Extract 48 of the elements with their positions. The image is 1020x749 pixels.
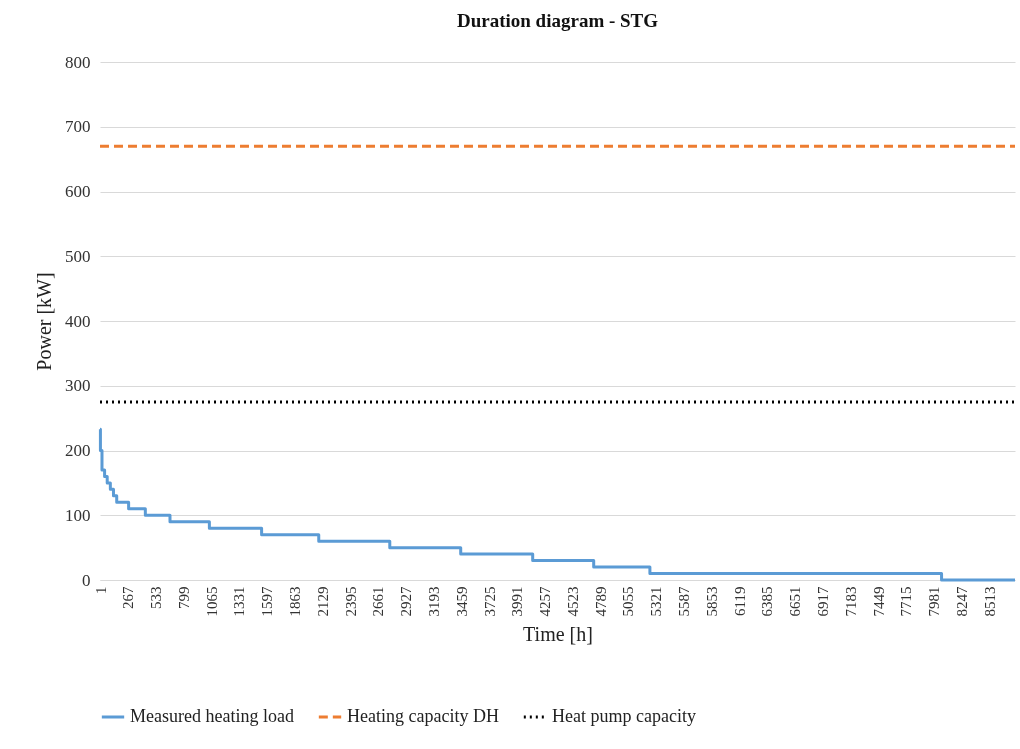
- y-axis-title: Power [kW]: [33, 272, 55, 371]
- x-tick-label: 7715: [898, 586, 915, 617]
- x-tick-label: 7981: [926, 586, 943, 617]
- y-tick-label: 200: [65, 441, 91, 460]
- x-tick-label: 1863: [287, 586, 304, 617]
- x-tick-label: 7183: [842, 586, 859, 617]
- x-tick-label: 533: [148, 586, 165, 609]
- x-tick-label: 6119: [731, 586, 748, 616]
- y-tick-label: 700: [65, 117, 91, 137]
- x-tick-label: 1331: [231, 586, 248, 617]
- chart-title: Duration diagram - STG: [456, 10, 659, 31]
- y-tick-label: 400: [65, 311, 91, 331]
- x-tick-label: 2129: [314, 586, 331, 617]
- x-tick-label: 6917: [814, 586, 831, 617]
- x-tick-label: 7449: [870, 586, 887, 617]
- x-tick-label: 1597: [259, 586, 276, 617]
- y-tick-label: 600: [65, 182, 91, 201]
- x-tick-label: 2661: [370, 586, 387, 617]
- y-tick-label: 100: [65, 505, 91, 525]
- x-tick-label: 4523: [564, 586, 581, 617]
- x-tick-label: 3459: [453, 586, 470, 617]
- x-tick-label: 8247: [953, 586, 970, 617]
- x-tick-label: 4789: [592, 586, 609, 617]
- legend-label: Heat pump capacity: [552, 706, 696, 726]
- x-tick-label: 3193: [425, 586, 442, 617]
- legend-label: Heating capacity DH: [347, 706, 499, 726]
- x-tick-label: 6385: [759, 586, 776, 617]
- x-tick-label: 5587: [676, 586, 693, 617]
- y-tick-label: 500: [65, 246, 91, 266]
- x-tick-label: 5853: [703, 586, 720, 617]
- x-tick-label: 2395: [342, 586, 359, 617]
- x-tick-label: 799: [175, 586, 192, 609]
- x-tick-label: 8513: [981, 586, 998, 617]
- x-tick-label: 1065: [203, 586, 220, 617]
- x-tick-label: 1: [92, 586, 109, 594]
- y-tick-label: 0: [82, 570, 91, 590]
- x-tick-label: 267: [120, 586, 137, 609]
- x-tick-label: 3991: [509, 586, 526, 617]
- x-tick-label: 5321: [648, 586, 665, 617]
- y-tick-label: 300: [65, 376, 91, 396]
- x-axis-title: Time [h]: [523, 622, 593, 645]
- y-tick-label: 800: [65, 52, 91, 72]
- x-tick-label: 4257: [537, 586, 554, 617]
- legend-label: Measured heating load: [130, 706, 294, 726]
- x-tick-label: 2927: [398, 586, 415, 617]
- x-tick-label: 6651: [787, 586, 804, 617]
- x-tick-label: 3725: [481, 586, 498, 617]
- x-tick-label: 5055: [620, 586, 637, 617]
